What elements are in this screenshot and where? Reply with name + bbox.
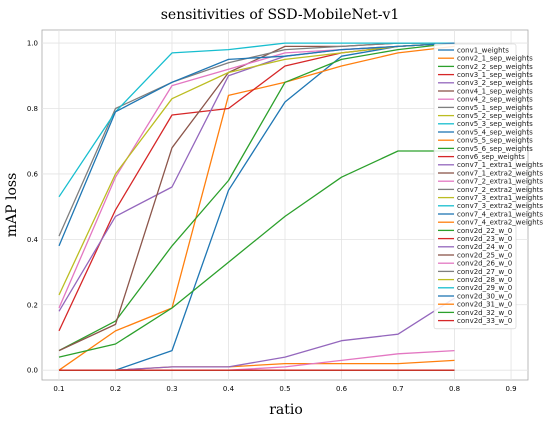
x-tick-label: 0.5 [279, 385, 290, 393]
y-tick-label: 0.6 [27, 170, 39, 178]
y-tick-label: 0.4 [27, 236, 39, 244]
legend-entry: conv5_4_sep_weights [457, 128, 533, 136]
series-line-conv2-1-sep-weights [58, 45, 455, 371]
chart-title: sensitivities of SSD-MobileNet-v1 [161, 7, 400, 23]
y-tick-label: 0.8 [27, 105, 38, 113]
x-tick-label: 0.9 [505, 385, 516, 393]
x-axis-label: ratio [269, 402, 303, 418]
series-line-conv5-4-sep-weights [58, 42, 455, 247]
legend-box [433, 43, 517, 330]
series-line-conv5-3-sep-weights [58, 42, 455, 198]
legend-entry: conv6_sep_weights [457, 153, 525, 161]
legend-entry: conv2d_29_w_0 [457, 284, 512, 292]
legend-entry: conv7_3_extra1_weights [457, 194, 543, 202]
legend-entry: conv1_weights [457, 46, 509, 54]
x-tick-label: 0.7 [392, 385, 403, 393]
x-tick-label: 0.3 [166, 385, 177, 393]
legend-entry: conv5_2_sep_weights [457, 112, 533, 120]
x-tick-label: 0.8 [449, 385, 460, 393]
y-tick-label: 0.2 [27, 301, 38, 309]
legend-entry: conv2d_28_w_0 [457, 276, 512, 284]
x-tick-label: 0.4 [223, 385, 235, 393]
legend-entry: conv2_2_sep_weights [457, 63, 533, 71]
x-tick-label: 0.6 [336, 385, 348, 393]
legend-entry: conv5_1_sep_weights [457, 104, 533, 112]
legend-entry: conv2d_30_w_0 [457, 292, 512, 300]
legend-entry: conv3_2_sep_weights [457, 79, 533, 87]
x-tick-label: 0.1 [53, 385, 64, 393]
legend-entry: conv2d_24_w_0 [457, 243, 512, 251]
legend-entry: conv7_3_extra2_weights [457, 202, 543, 210]
legend-entry: conv7_2_extra1_weights [457, 178, 543, 186]
legend-entry: conv2d_31_w_0 [457, 301, 512, 309]
legend-entry: conv2d_26_w_0 [457, 260, 512, 268]
legend-entry: conv7_1_extra2_weights [457, 169, 543, 177]
legend-entry: conv4_1_sep_weights [457, 87, 533, 95]
y-tick-label: 1.0 [27, 40, 38, 48]
legend-entry: conv5_6_sep_weights [457, 145, 533, 153]
x-tick-label: 0.2 [110, 385, 121, 393]
legend-entry: conv7_4_extra2_weights [457, 219, 543, 227]
legend: conv1_weightsconv2_1_sep_weightsconv2_2_… [433, 43, 543, 330]
legend-entry: conv7_2_extra2_weights [457, 186, 543, 194]
legend-entry: conv7_4_extra1_weights [457, 210, 543, 218]
legend-entry: conv2d_23_w_0 [457, 235, 512, 243]
legend-entry: conv5_3_sep_weights [457, 120, 533, 128]
axis-ticks: 0.1 0.2 0.3 0.4 0.5 0.6 0.7 0.8 0.9 0.0 0.2 0.4 0.6 0… [27, 40, 517, 393]
legend-entry: conv4_2_sep_weights [457, 96, 533, 104]
legend-entry: conv2d_33_w_0 [457, 317, 512, 325]
y-tick-label: 0.0 [27, 367, 38, 375]
legend-entry: conv5_5_sep_weights [457, 137, 533, 145]
legend-entry: conv7_1_extra1_weights [457, 161, 543, 169]
series-line-conv2-2-sep-weights [58, 42, 455, 352]
y-axis-label: mAP loss [4, 173, 20, 238]
legend-entry: conv2d_22_w_0 [457, 227, 512, 235]
legend-entry: conv2_1_sep_weights [457, 55, 533, 63]
legend-entry: conv2d_32_w_0 [457, 309, 512, 317]
legend-entry: conv3_1_sep_weights [457, 71, 533, 79]
series-lines [58, 42, 455, 371]
legend-entry: conv2d_25_w_0 [457, 251, 512, 259]
legend-entry: conv2d_27_w_0 [457, 268, 512, 276]
series-line-conv5-6-sep-weights [58, 150, 455, 358]
